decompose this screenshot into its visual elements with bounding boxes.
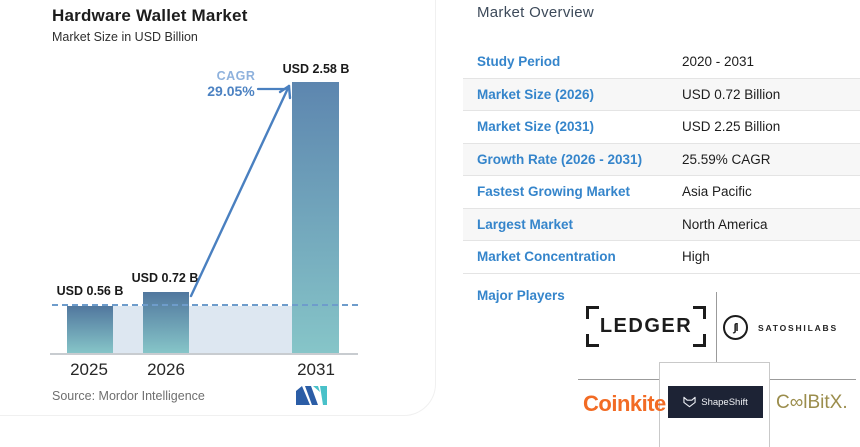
x-tick-2025: 2025	[70, 360, 108, 379]
bar-value-2025: USD 0.56 B	[56, 284, 124, 298]
ledger-bracket-icon	[693, 306, 706, 319]
row-value: Asia Pacific	[682, 184, 752, 200]
market-overview-panel: Market Overview Study Period 2020 - 2031…	[436, 0, 860, 447]
ledger-bracket-icon	[586, 306, 599, 319]
major-players-label: Major Players	[477, 288, 565, 303]
chart-subtitle: Market Size in USD Billion	[52, 30, 198, 44]
overview-table: Study Period 2020 - 2031 Market Size (20…	[463, 46, 860, 274]
coinkite-logo: Coinkite	[583, 391, 666, 416]
shapeshift-logo-card: ShapeShift	[659, 362, 770, 447]
shapeshift-logo-text: ShapeShift	[701, 396, 748, 408]
row-value: High	[682, 249, 710, 265]
row-value: 25.59% CAGR	[682, 151, 771, 167]
cagr-label: CAGR	[216, 69, 256, 83]
players-vertical-divider	[716, 292, 717, 362]
row-label: Largest Market	[477, 216, 574, 232]
market-chart-card: Hardware Wallet Market Market Size in US…	[0, 0, 436, 416]
row-label: Market Size (2026)	[477, 86, 595, 102]
ledger-logo: LEDGER	[586, 306, 706, 347]
table-row-market-size-2026: Market Size (2026) USD 0.72 Billion	[463, 78, 860, 111]
row-label: Growth Rate (2026 - 2031)	[477, 151, 643, 167]
coolbitx-logo: C∞lBitX.	[776, 392, 848, 413]
ledger-bracket-icon	[693, 334, 706, 347]
row-label: Market Concentration	[477, 249, 616, 265]
bar-2025	[67, 306, 113, 353]
x-axis-line	[50, 353, 358, 355]
row-value: USD 2.25 Billion	[682, 119, 781, 135]
row-value: 2020 - 2031	[682, 54, 755, 70]
reference-dashed-line	[52, 304, 358, 306]
fox-icon	[683, 396, 696, 408]
row-label: Study Period	[477, 54, 561, 70]
satoshilabs-icon: ∫l	[723, 315, 748, 340]
row-label: Fastest Growing Market	[477, 184, 631, 200]
chart-title: Hardware Wallet Market	[52, 6, 248, 25]
overview-heading: Market Overview	[477, 4, 595, 21]
bar-value-2026: USD 0.72 B	[131, 271, 199, 285]
table-row-study-period: Study Period 2020 - 2031	[463, 46, 860, 79]
table-row-largest-market: Largest Market North America	[463, 208, 860, 241]
satoshilabs-logo-text: SATOSHILABS	[758, 323, 838, 333]
x-tick-2031: 2031	[297, 360, 335, 379]
x-tick-2026: 2026	[147, 360, 185, 379]
table-row-growth-rate: Growth Rate (2026 - 2031) 25.59% CAGR	[463, 143, 860, 176]
table-row-market-concentration: Market Concentration High	[463, 241, 860, 274]
source-text: Source: Mordor Intelligence	[52, 389, 205, 403]
satoshilabs-monogram: ∫l	[733, 321, 738, 334]
ledger-logo-text: LEDGER	[599, 315, 693, 337]
table-row-market-size-2031: Market Size (2031) USD 2.25 Billion	[463, 111, 860, 144]
mordor-intelligence-logo	[296, 386, 327, 405]
shapeshift-logo: ShapeShift	[668, 386, 763, 418]
table-row-fastest-growing-market: Fastest Growing Market Asia Pacific	[463, 176, 860, 209]
ledger-bracket-icon	[586, 334, 599, 347]
row-value: USD 0.72 Billion	[682, 86, 781, 102]
row-value: North America	[682, 216, 768, 232]
players-horizontal-divider-left	[578, 379, 659, 380]
bar-2031	[292, 82, 339, 353]
row-label: Market Size (2031)	[477, 119, 595, 135]
players-horizontal-divider-right	[770, 379, 856, 380]
bar-chart-plot: USD 0.56 B USD 0.72 B USD 2.58 B CAGR 29…	[50, 60, 360, 379]
bar-2026	[143, 292, 189, 353]
cagr-value: 29.05%	[207, 83, 255, 99]
growth-arrow-icon	[189, 84, 292, 298]
bar-value-2031: USD 2.58 B	[282, 62, 350, 76]
